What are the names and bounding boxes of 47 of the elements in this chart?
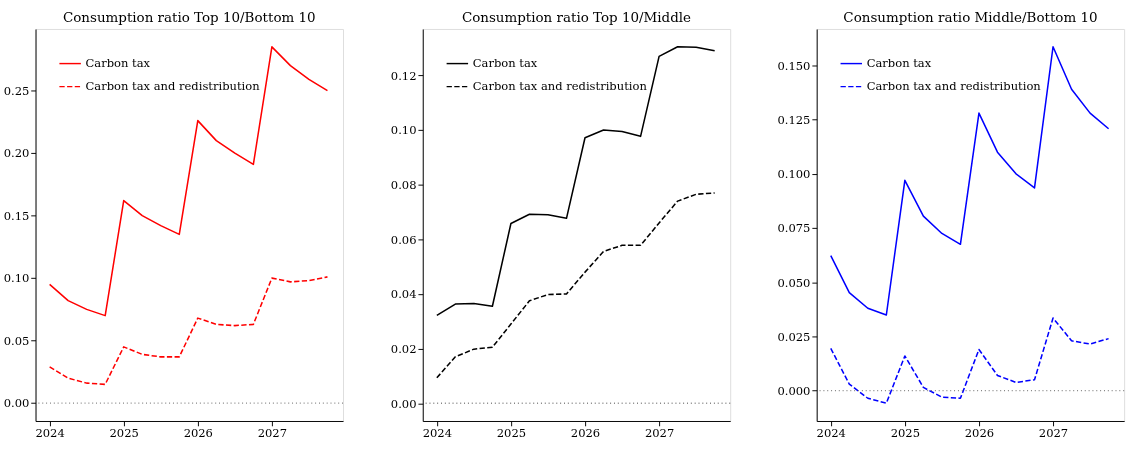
x-tick-label: 2027: [644, 425, 675, 440]
x-tick-label: 2025: [890, 425, 920, 440]
legend-label: Carbon tax: [866, 56, 932, 71]
y-tick-label: 0.12: [390, 68, 417, 83]
line-series: [436, 45, 716, 317]
x-tick-label: 2026: [570, 425, 601, 440]
y-tick-label: 0.075: [777, 221, 811, 236]
y-tick-label: 0.20: [3, 146, 30, 161]
x-tick-label: 2025: [496, 425, 527, 440]
chart-title: Consumption ratio Middle/Bottom 10: [843, 10, 1098, 26]
y-tick-label: 0.025: [777, 329, 811, 344]
x-tick-label: 2024: [35, 425, 65, 440]
legend-label: Carbon tax and redistribution: [85, 79, 261, 94]
y-tick-label: 0.125: [777, 112, 811, 127]
y-tick-label: 0.050: [777, 275, 811, 290]
x-tick-label: 2026: [964, 425, 995, 440]
chart-title: Consumption ratio Top 10/Middle: [461, 10, 692, 26]
y-tick-label: 0.04: [390, 287, 417, 302]
y-tick-label: 0.25: [3, 83, 30, 98]
legend-label: Carbon tax and redistribution: [866, 79, 1042, 94]
line-series: [830, 317, 1110, 404]
y-tick-label: 0.150: [777, 58, 811, 73]
y-tick-label: 0.100: [777, 167, 811, 182]
line-series: [830, 46, 1110, 316]
line-series: [48, 276, 329, 386]
y-tick-label: 0.06: [390, 232, 417, 247]
y-tick-label: 0.000: [777, 383, 811, 398]
line-series: [48, 46, 329, 317]
x-tick-label: 2027: [1038, 425, 1069, 440]
x-tick-label: 2025: [109, 425, 139, 440]
legend-label: Carbon tax and redistribution: [472, 79, 648, 94]
x-tick-label: 2024: [816, 425, 846, 440]
legend-label: Carbon tax: [85, 56, 151, 71]
y-tick-label: 0.15: [3, 208, 30, 223]
y-tick-label: 0.08: [390, 178, 417, 193]
y-tick-label: 0.00: [3, 396, 30, 411]
y-tick-label: 0.05: [3, 333, 30, 348]
x-tick-label: 2026: [183, 425, 213, 440]
y-tick-label: 0.10: [390, 123, 417, 138]
y-tick-label: 0.02: [390, 341, 417, 356]
y-tick-label: 0.10: [3, 271, 30, 286]
chart-title: Consumption ratio Top 10/Bottom 10: [62, 10, 316, 26]
legend-label: Carbon tax: [472, 56, 538, 71]
x-tick-label: 2024: [422, 425, 452, 440]
line-series: [436, 192, 716, 379]
x-tick-label: 2027: [257, 425, 288, 440]
y-tick-label: 0.00: [390, 396, 417, 411]
